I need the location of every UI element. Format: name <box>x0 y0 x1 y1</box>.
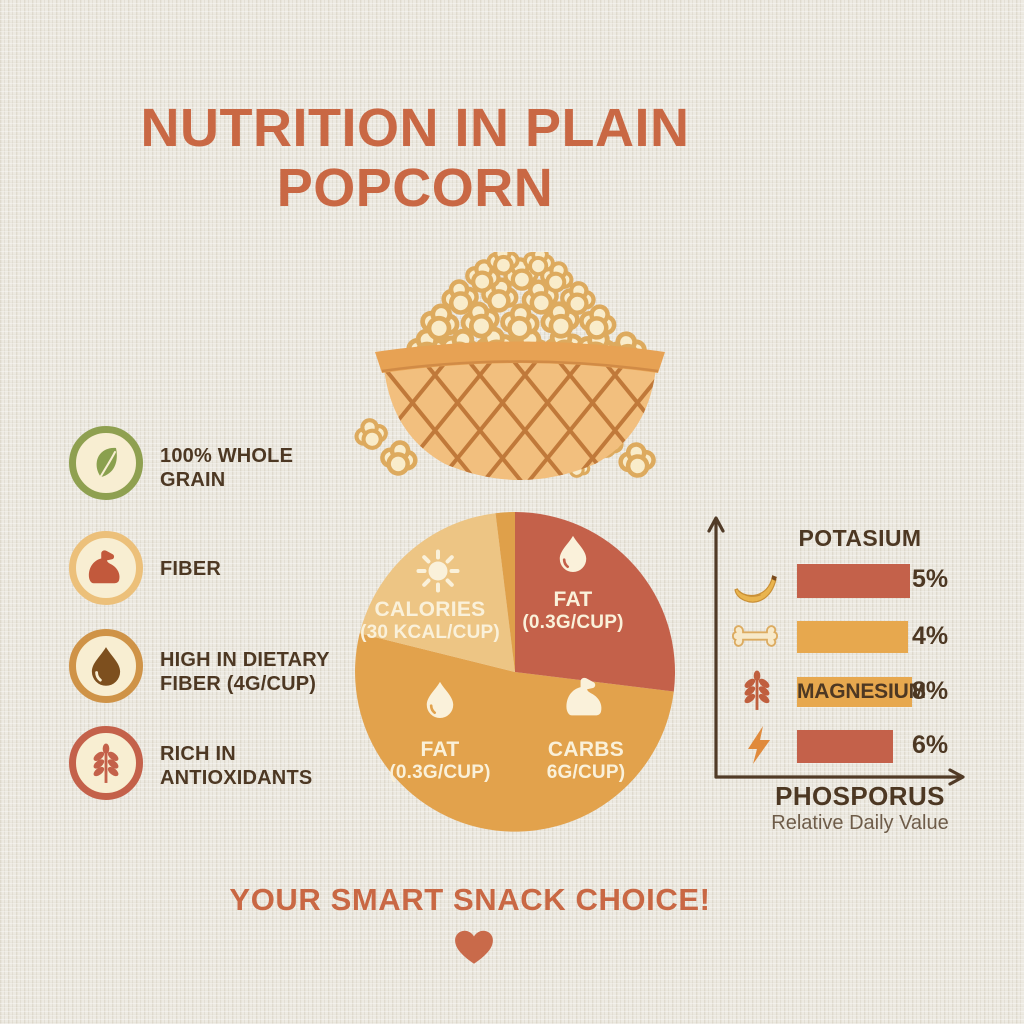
heart-icon <box>455 930 493 964</box>
pie-slices <box>355 512 675 832</box>
bar-title-phosphorus: PHOSPORUS <box>775 781 945 811</box>
minerals-bar-chart: POTASIUM 5% 4% <box>700 505 1024 850</box>
bar-magnesium <box>797 677 912 707</box>
lightning-icon <box>748 726 770 764</box>
pie-label-calories: CALORIES (30 KCAL/CUP) <box>360 598 500 643</box>
pie-label-carbs: CARBS 6G/CUP) <box>546 738 626 783</box>
badge-label: HIGH IN DIETARY FIBER (4G/CUP) <box>160 649 330 696</box>
macro-pie-chart: CALORIES (30 KCAL/CUP) FAT (0.3G/CUP) FA… <box>355 512 675 832</box>
wheat-grain-icon <box>744 670 770 710</box>
fiber-badge <box>69 531 143 605</box>
sun-icon <box>416 549 460 593</box>
bar-phosphorus <box>797 730 893 763</box>
bar-value: 5% <box>912 565 949 593</box>
droplet-icon <box>426 681 454 719</box>
wheat-icon <box>93 743 119 783</box>
pie-slice-fat <box>515 512 675 692</box>
bar-calcium <box>797 621 908 653</box>
whole-grain-badge <box>69 426 143 500</box>
pie-slice-sliver <box>495 512 515 672</box>
bone-icon <box>732 625 778 647</box>
pie-slice-calories <box>359 513 515 672</box>
bar-value: 8% <box>912 677 949 705</box>
droplet-icon <box>559 535 587 573</box>
chart-caption: Relative Daily Value <box>771 812 949 834</box>
badge-label: 100% WHOLE GRAIN <box>160 445 294 492</box>
muscle-icon <box>566 677 602 716</box>
pie-label-fat-top: FAT (0.3G/CUP) <box>522 588 624 633</box>
page-title: NUTRITION IN PLAIN POPCORN <box>140 98 690 219</box>
banana-icon <box>734 575 777 603</box>
popcorn-bowl-illustration <box>335 252 665 482</box>
dietary-fiber-badge <box>69 629 143 703</box>
bar-inner-label: MAGNESIUM <box>797 680 926 703</box>
pie-label-fat-bottom: FAT (0.3G/CUP) <box>389 738 491 783</box>
tagline: YOUR SMART SNACK CHOICE! <box>229 882 711 917</box>
chart-axes <box>707 516 965 786</box>
badge-label: RICH IN ANTIOXIDANTS <box>160 743 313 790</box>
antioxidants-badge <box>69 726 143 800</box>
badge-label: FIBER <box>160 558 221 580</box>
leaf-icon <box>96 447 117 477</box>
bar-value: 4% <box>912 622 949 650</box>
droplet-icon <box>91 647 121 686</box>
bar-title-potassium: POTASIUM <box>798 525 922 551</box>
muscle-icon <box>88 550 120 584</box>
bar-value: 6% <box>912 731 949 759</box>
bar-potassium <box>797 564 910 598</box>
